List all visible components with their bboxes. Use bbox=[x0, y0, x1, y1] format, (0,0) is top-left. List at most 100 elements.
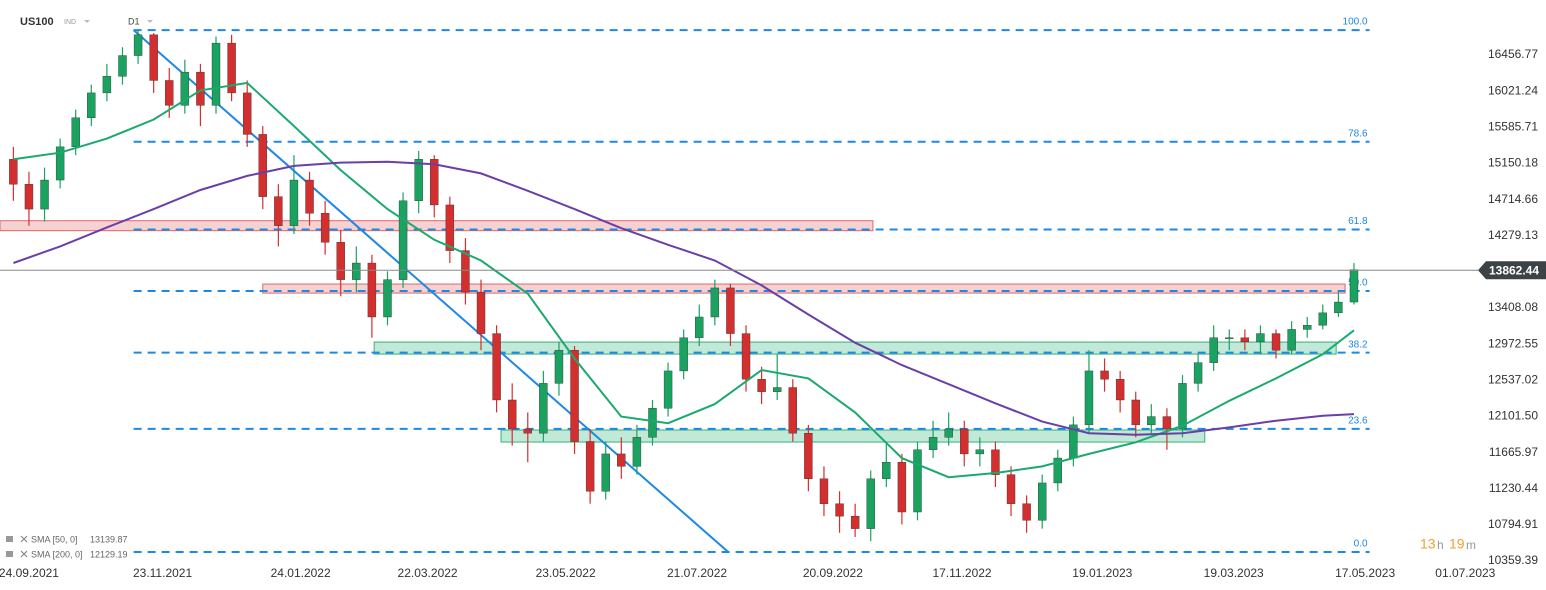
candle-body bbox=[196, 71, 205, 106]
candle-body bbox=[305, 179, 314, 214]
candle-body bbox=[1334, 301, 1343, 314]
candle-body bbox=[1022, 503, 1031, 521]
candle-body bbox=[866, 478, 875, 529]
y-tick-label: 10359.39 bbox=[1488, 553, 1538, 567]
category: IND bbox=[64, 19, 76, 26]
candle-body bbox=[679, 337, 688, 372]
fib-label: 23.6 bbox=[1348, 415, 1368, 426]
candle-body bbox=[165, 80, 174, 106]
candle-body bbox=[632, 437, 642, 467]
candle-body bbox=[663, 370, 673, 409]
y-tick-label: 14279.13 bbox=[1488, 228, 1538, 242]
candle-body bbox=[71, 117, 80, 148]
candle-body bbox=[804, 432, 813, 480]
timer-hours: 13 bbox=[1420, 536, 1436, 552]
candle-body bbox=[149, 34, 158, 81]
candle-body bbox=[695, 316, 704, 338]
legend-label: SMA [200, 0] bbox=[31, 549, 83, 559]
fib-label: 0.0 bbox=[1354, 539, 1368, 550]
candle-body bbox=[211, 42, 221, 106]
candle-body bbox=[1053, 457, 1062, 484]
timer-unit: m bbox=[1466, 538, 1476, 552]
candle-body bbox=[835, 503, 844, 517]
candle-body bbox=[960, 428, 969, 455]
x-tick-label: 19.01.2023 bbox=[1072, 566, 1132, 580]
candle-body bbox=[180, 71, 190, 106]
candle-body bbox=[928, 437, 938, 450]
fib-label: 38.2 bbox=[1348, 339, 1368, 350]
candle-body bbox=[1193, 362, 1203, 384]
candle-body bbox=[1287, 329, 1296, 351]
candle-body bbox=[118, 55, 127, 77]
candle-body bbox=[1240, 337, 1250, 343]
candle-body bbox=[1147, 416, 1156, 426]
candle-body bbox=[944, 428, 953, 438]
candle-body bbox=[102, 76, 112, 94]
candle-body bbox=[648, 408, 657, 438]
candle-body bbox=[383, 279, 392, 318]
x-tick-label: 22.03.2022 bbox=[398, 566, 458, 580]
candle-body bbox=[242, 92, 252, 135]
candle-body bbox=[507, 399, 517, 430]
legend-icon[interactable] bbox=[6, 536, 13, 542]
candle-body bbox=[258, 134, 267, 197]
x-tick-label: 17.11.2022 bbox=[932, 566, 991, 580]
fib-label: 100.0 bbox=[1343, 17, 1368, 28]
candle-body bbox=[320, 213, 330, 243]
fib-label: 78.6 bbox=[1348, 128, 1368, 139]
candle-body bbox=[1162, 416, 1172, 430]
x-tick-label: 17.05.2023 bbox=[1335, 566, 1395, 580]
last-price-label: 13862.44 bbox=[1489, 263, 1539, 277]
candle-body bbox=[850, 515, 860, 529]
trendline bbox=[132, 29, 729, 553]
zone bbox=[0, 220, 874, 232]
x-tick-label: 23.11.2021 bbox=[133, 566, 192, 580]
candle-body bbox=[539, 383, 548, 434]
legend-close[interactable] bbox=[20, 535, 28, 543]
candle-body bbox=[461, 250, 470, 293]
candle-body bbox=[554, 349, 564, 384]
legend-icon[interactable] bbox=[6, 551, 13, 557]
y-tick-label: 14714.66 bbox=[1488, 192, 1538, 206]
candle-body bbox=[1178, 383, 1187, 430]
candle-body bbox=[772, 387, 782, 392]
candle-body bbox=[1084, 370, 1094, 426]
x-tick-label: 24.09.2021 bbox=[0, 566, 59, 580]
x-tick-label: 20.09.2022 bbox=[803, 566, 863, 580]
plot-area: 100.078.661.850.038.223.60.0 bbox=[0, 17, 1370, 554]
candle-body bbox=[1115, 379, 1125, 401]
candle-body bbox=[819, 478, 829, 504]
candle-body bbox=[726, 287, 735, 334]
y-tick-label: 12972.55 bbox=[1488, 336, 1538, 350]
x-tick-label: 23.05.2022 bbox=[536, 566, 596, 580]
candle-body bbox=[430, 159, 439, 206]
candle-body bbox=[55, 146, 65, 181]
dropdown-icon[interactable] bbox=[147, 20, 153, 23]
candle-body bbox=[617, 453, 626, 467]
candle-body bbox=[1349, 269, 1359, 303]
candle-body bbox=[1209, 337, 1218, 363]
candle-body bbox=[352, 262, 361, 280]
candle-body bbox=[227, 42, 236, 94]
candle-body bbox=[710, 287, 720, 318]
legend-label: SMA [50, 0] bbox=[31, 534, 78, 544]
candle-body bbox=[1038, 482, 1047, 521]
candle-body bbox=[523, 428, 532, 434]
zone bbox=[500, 429, 1206, 443]
legend-close[interactable] bbox=[20, 550, 28, 558]
candle-body bbox=[367, 262, 377, 318]
timeframe: D1 bbox=[128, 16, 140, 26]
candle-body bbox=[445, 204, 455, 251]
timer-unit: h bbox=[1437, 538, 1444, 552]
candle-body bbox=[897, 462, 907, 513]
candle-body bbox=[24, 183, 34, 210]
candle-body bbox=[398, 200, 408, 280]
timer: 13 h 19 m bbox=[1420, 536, 1476, 552]
y-tick-label: 12101.50 bbox=[1488, 409, 1538, 423]
candle-body bbox=[1256, 333, 1265, 343]
x-tick-label: 19.03.2023 bbox=[1204, 566, 1264, 580]
candle-body bbox=[1318, 312, 1327, 326]
dropdown-icon[interactable] bbox=[84, 20, 90, 23]
